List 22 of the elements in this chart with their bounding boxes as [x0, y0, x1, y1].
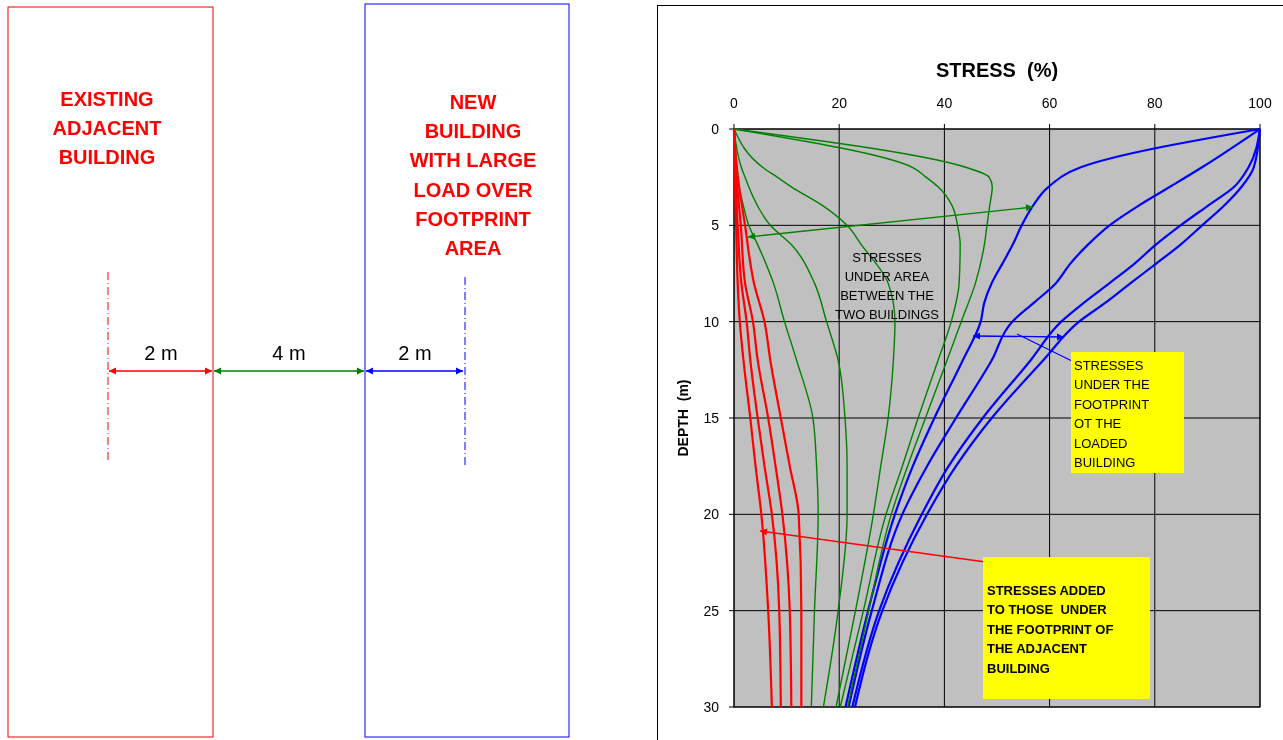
text: EXISTING ADJACENT BUILDING [52, 88, 162, 168]
text: NEW BUILDING WITH LARGE LOAD OVER FOOTPRINT AREA [409, 91, 537, 259]
y-axis-title: DEPTH (m) [675, 379, 691, 457]
y-tick-label: 15 [703, 410, 720, 426]
y-tick-label: 30 [703, 699, 720, 715]
y-tick-label: 0 [711, 121, 720, 137]
x-tick-label: 20 [831, 95, 848, 111]
text: 2 m [398, 342, 432, 364]
x-axis-title: STRESS (%) [935, 59, 1059, 81]
y-tick-label: 25 [703, 602, 720, 619]
text: 2 m [144, 342, 178, 364]
y-tick-label: 10 [703, 313, 720, 330]
x-tick-label: 100 [1248, 95, 1272, 111]
y-tick-label: 20 [703, 506, 720, 523]
x-tick-label: 0 [730, 95, 739, 111]
x-tick-label: 80 [1147, 95, 1163, 111]
annotation: STRESSES UNDER THE FOOTPRINT OT THE LOADED BUILDING [1074, 358, 1150, 470]
text: 4 m [272, 342, 306, 364]
x-tick-label: 40 [936, 95, 953, 111]
x-tick-label: 60 [1041, 95, 1058, 111]
annotation: STRESSES ADDED TO THOSE UNDER THE FOOTPRINT OF THE ADJACENT BUILDING [987, 583, 1114, 676]
y-tick-label: 5 [711, 217, 720, 234]
